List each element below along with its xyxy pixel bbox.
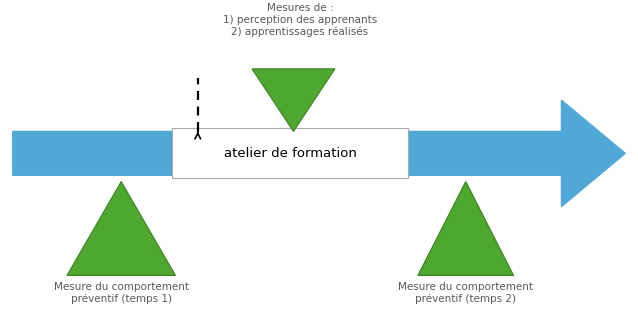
- Text: atelier de formation: atelier de formation: [224, 147, 357, 160]
- FancyBboxPatch shape: [172, 128, 408, 178]
- Polygon shape: [418, 182, 514, 275]
- Polygon shape: [13, 100, 625, 207]
- Text: Mesure du comportement
préventif (temps 1): Mesure du comportement préventif (temps …: [54, 282, 189, 304]
- Text: Mesure du comportement
préventif (temps 2): Mesure du comportement préventif (temps …: [398, 282, 533, 304]
- Text: Mesures de :
1) perception des apprenants
2) apprentissages réalisés: Mesures de : 1) perception des apprenant…: [223, 3, 377, 37]
- Polygon shape: [252, 69, 335, 131]
- Polygon shape: [67, 182, 175, 275]
